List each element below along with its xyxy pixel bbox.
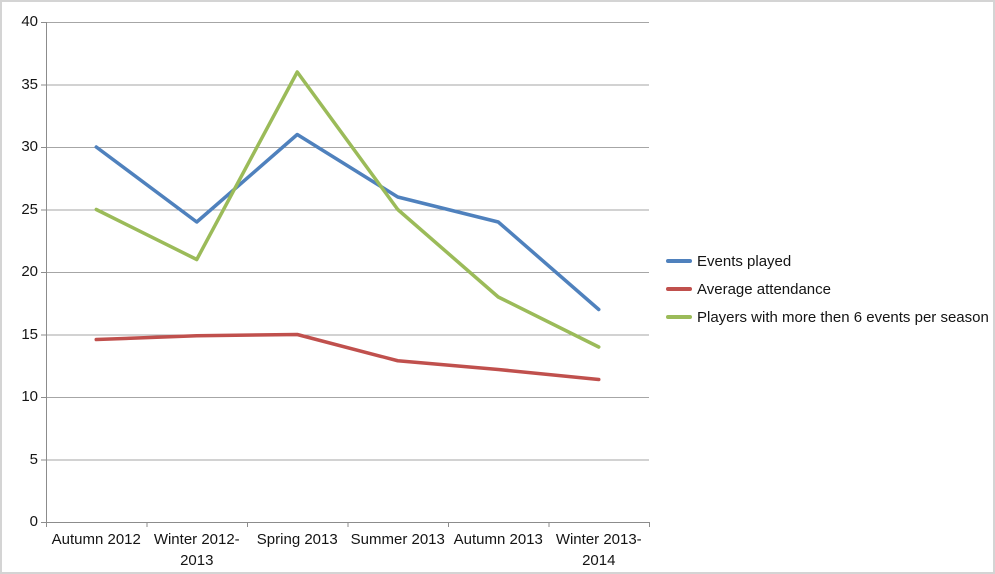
- y-axis-label: 40: [21, 13, 38, 30]
- legend-swatch: [666, 259, 692, 263]
- series-line: [94, 70, 601, 349]
- x-axis-label: Spring 2013: [256, 531, 338, 548]
- legend-item: Events played: [666, 247, 989, 275]
- y-axis-label: 5: [29, 450, 38, 468]
- legend-label: Average attendance: [697, 280, 831, 298]
- y-axis-label: 20: [21, 263, 38, 280]
- legend-label: Players with more then 6 events per seas…: [697, 308, 989, 326]
- legend-label: Events played: [697, 252, 792, 270]
- legend: Events played Average attendance Players w…: [666, 247, 989, 331]
- x-axis-label: Winter 2013-​2014: [555, 531, 642, 569]
- legend-swatch: [666, 315, 692, 319]
- y-axis-label: 10: [21, 388, 38, 405]
- legend-item: Average attendance: [666, 275, 989, 303]
- y-axis-label: 30: [21, 138, 38, 155]
- series-line: [94, 332, 601, 382]
- y-axis-label: 0: [29, 513, 38, 530]
- x-axis-label: Summer 2013: [350, 531, 445, 548]
- x-axis-label: Autumn 2012: [51, 531, 141, 548]
- legend-item: Players with more then 6 events per seas…: [666, 303, 989, 331]
- x-axis-label: Winter 2012-​2013: [153, 531, 240, 569]
- x-axis-label: Autumn 2013: [453, 531, 543, 548]
- y-axis-label: 15: [21, 325, 38, 343]
- y-axis-label: 35: [21, 75, 38, 93]
- legend-swatch: [666, 287, 692, 291]
- y-axis-label: 25: [21, 200, 38, 218]
- series-line: [94, 132, 601, 312]
